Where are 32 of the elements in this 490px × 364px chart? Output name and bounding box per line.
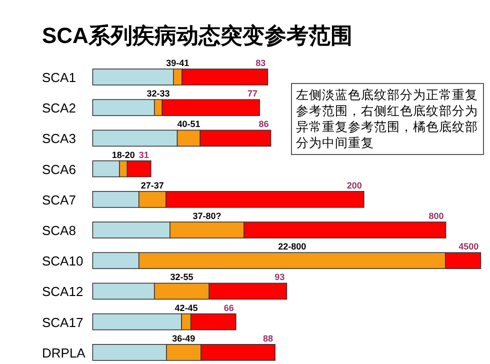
y-tick-label: SCA6 (42, 162, 76, 177)
annotation: 40-51 (177, 119, 200, 130)
y-tick-label: SCA3 (42, 131, 76, 146)
annotation: 77 (248, 88, 258, 99)
annotation: 66 (224, 302, 234, 313)
y-tick-label: SCA10 (42, 254, 84, 269)
annotation: 36-49 (172, 333, 196, 344)
annotation: 39-41 (166, 58, 190, 68)
annotation: 800 (428, 211, 444, 221)
annotation: 37-80? (192, 211, 222, 221)
annotation: 22-800 (278, 242, 306, 252)
annotation: 4500 (458, 242, 479, 252)
annotation: 200 (346, 180, 362, 190)
chart-title: SCA系列疾病动态突变参考范围 (42, 23, 352, 48)
annotation: 左侧淡蓝色底纹部分为正常重复参考范围，右侧红色底纹部分为异常重复参考范围，橘色底纹部分为中间重复 (291, 83, 484, 155)
y-tick-label: SCA12 (42, 284, 84, 300)
annotation: 31 (138, 150, 149, 160)
annotation: 32-55 (170, 272, 194, 282)
y-tick-label: SCA8 (42, 223, 76, 238)
y-tick-label: SCA1 (42, 70, 76, 85)
annotation: 18-20 (112, 150, 135, 160)
y-tick-label: DRPLA (42, 345, 86, 360)
annotation: 93 (274, 272, 285, 282)
y-tick-label: SCA17 (42, 314, 84, 330)
annotation: 83 (256, 58, 266, 68)
y-tick-label: SCA7 (42, 192, 76, 208)
annotation: 27-37 (140, 180, 164, 190)
y-tick-label: SCA2 (42, 100, 76, 116)
annotation: 42-45 (174, 302, 198, 313)
annotation: 32-33 (146, 88, 170, 99)
annotation: 86 (258, 119, 269, 130)
annotation: 88 (263, 333, 274, 344)
